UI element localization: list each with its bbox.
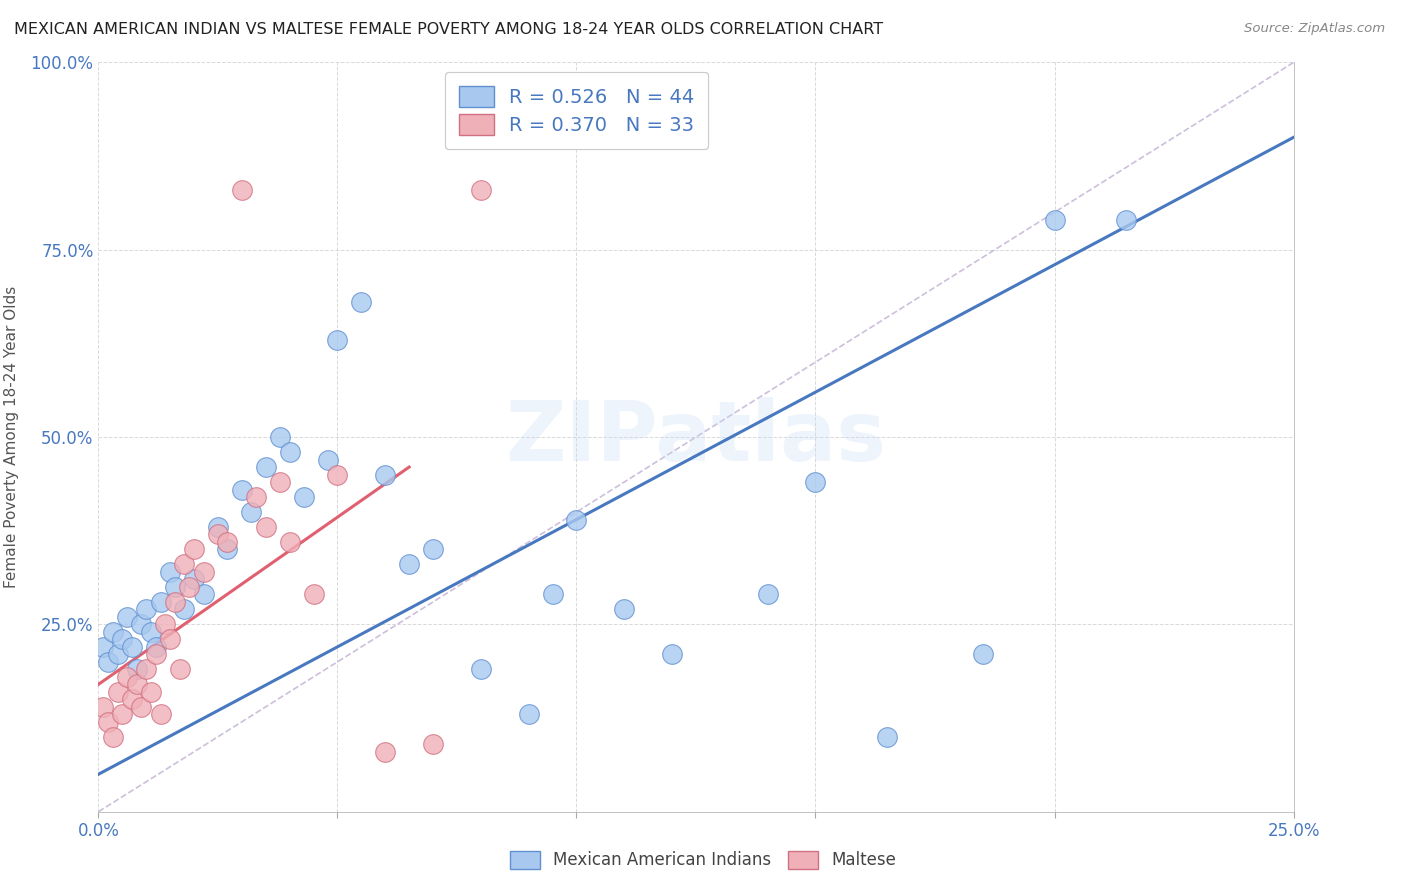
Point <box>217 535 239 549</box>
Point <box>326 467 349 482</box>
Point <box>245 490 267 504</box>
Point <box>217 542 239 557</box>
Point <box>517 707 540 722</box>
Point <box>149 707 172 722</box>
Point <box>101 730 124 744</box>
Point <box>565 512 588 526</box>
Point <box>269 475 291 489</box>
Point <box>135 602 157 616</box>
Point <box>91 640 114 654</box>
Point <box>470 183 492 197</box>
Text: ZIPatlas: ZIPatlas <box>506 397 886 477</box>
Text: MEXICAN AMERICAN INDIAN VS MALTESE FEMALE POVERTY AMONG 18-24 YEAR OLDS CORRELAT: MEXICAN AMERICAN INDIAN VS MALTESE FEMAL… <box>14 22 883 37</box>
Point <box>269 430 291 444</box>
Point <box>972 648 994 662</box>
Y-axis label: Female Poverty Among 18-24 Year Olds: Female Poverty Among 18-24 Year Olds <box>4 286 20 588</box>
Point <box>316 452 339 467</box>
Point <box>135 662 157 676</box>
Point <box>139 685 162 699</box>
Point <box>231 483 253 497</box>
Point <box>183 573 205 587</box>
Point <box>163 580 186 594</box>
Point <box>254 520 277 534</box>
Point <box>163 595 186 609</box>
Point <box>131 699 153 714</box>
Point <box>111 632 134 647</box>
Text: Source: ZipAtlas.com: Source: ZipAtlas.com <box>1244 22 1385 36</box>
Point <box>398 558 420 572</box>
Point <box>661 648 683 662</box>
Legend: R = 0.526   N = 44, R = 0.370   N = 33: R = 0.526 N = 44, R = 0.370 N = 33 <box>444 72 709 149</box>
Point <box>145 648 167 662</box>
Point <box>159 632 181 647</box>
Point <box>107 648 129 662</box>
Point <box>207 527 229 541</box>
Point <box>121 640 143 654</box>
Point <box>613 602 636 616</box>
Point <box>278 445 301 459</box>
Point <box>115 670 138 684</box>
Point <box>422 737 444 751</box>
Point <box>231 183 253 197</box>
Point <box>179 580 201 594</box>
Point <box>278 535 301 549</box>
Point <box>350 295 373 310</box>
Point <box>159 565 181 579</box>
Point <box>173 602 195 616</box>
Point <box>145 640 167 654</box>
Point <box>207 520 229 534</box>
Point <box>240 505 263 519</box>
Point <box>804 475 827 489</box>
Point <box>97 714 120 729</box>
Point <box>125 677 148 691</box>
Point <box>121 692 143 706</box>
Point <box>139 624 162 639</box>
Point <box>756 587 779 601</box>
Point <box>326 333 349 347</box>
Point <box>125 662 148 676</box>
Point <box>111 707 134 722</box>
Point <box>149 595 172 609</box>
Point <box>302 587 325 601</box>
Point <box>97 655 120 669</box>
Point <box>1115 212 1137 227</box>
Point <box>131 617 153 632</box>
Point <box>193 565 215 579</box>
Point <box>155 617 177 632</box>
Point <box>91 699 114 714</box>
Point <box>541 587 564 601</box>
Point <box>169 662 191 676</box>
Point <box>374 745 396 759</box>
Point <box>422 542 444 557</box>
Point <box>374 467 396 482</box>
Point <box>115 610 138 624</box>
Point <box>254 460 277 475</box>
Point <box>1043 212 1066 227</box>
Point <box>193 587 215 601</box>
Point <box>470 662 492 676</box>
Point <box>107 685 129 699</box>
Point <box>292 490 315 504</box>
Legend: Mexican American Indians, Maltese: Mexican American Indians, Maltese <box>501 840 905 880</box>
Point <box>173 558 195 572</box>
Point <box>101 624 124 639</box>
Point <box>876 730 898 744</box>
Point <box>183 542 205 557</box>
